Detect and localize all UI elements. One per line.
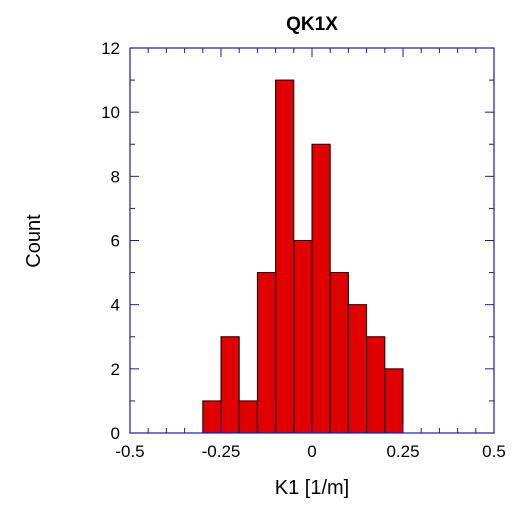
histogram-bar xyxy=(347,304,368,434)
histogram-bar xyxy=(238,400,258,434)
histogram-bar xyxy=(275,79,295,434)
bars-group xyxy=(202,79,404,434)
y-axis-label: Count xyxy=(23,214,45,268)
histogram-bar xyxy=(256,272,277,434)
histogram-bar xyxy=(384,368,404,434)
histogram-bar xyxy=(202,400,222,434)
tick-labels-group: -0.5 -0.25 0 0.25 0.5 0 2 4 6 8 10 12 xyxy=(101,39,506,461)
x-tick-label: -0.5 xyxy=(115,442,144,461)
x-tick-label: 0.5 xyxy=(482,442,506,461)
x-tick-label: 0 xyxy=(307,442,316,461)
y-tick-label: 2 xyxy=(111,360,120,379)
histogram-bar xyxy=(329,272,349,434)
y-tick-label: 8 xyxy=(111,167,120,186)
y-tick-label: 4 xyxy=(111,296,120,315)
histogram-bar xyxy=(366,336,386,434)
y-tick-label: 12 xyxy=(101,39,120,58)
histogram-bar xyxy=(293,240,313,434)
y-tick-label: 6 xyxy=(111,232,120,251)
x-axis-label: K1 [1/m] xyxy=(275,477,349,499)
chart-title: QK1X xyxy=(286,14,338,35)
histogram-bar xyxy=(311,143,331,434)
histogram-bar xyxy=(220,336,240,434)
x-tick-label: -0.25 xyxy=(202,442,241,461)
y-tick-label: 0 xyxy=(111,424,120,443)
y-tick-label: 10 xyxy=(101,103,120,122)
x-tick-label: 0.25 xyxy=(386,442,419,461)
axes-group xyxy=(129,47,495,434)
